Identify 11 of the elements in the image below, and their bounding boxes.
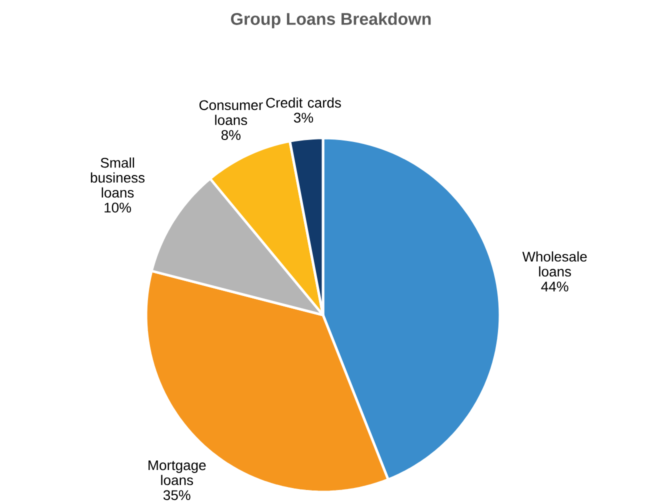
data-label: 44% [541,282,568,292]
data-label: 8% [221,130,240,140]
data-label: 35% [163,490,190,500]
chart-title: Group Loans Breakdown [231,12,431,28]
slice-label: Mortgage loans [148,460,206,486]
data-label: 10% [104,202,131,213]
slice-label: Consumer loans [199,100,263,125]
slice-label: Credit cards [266,97,341,108]
slice-label: Wholesale loans [522,251,587,277]
data-label: 3% [294,112,314,123]
slice-label: Small business loans [90,157,145,198]
